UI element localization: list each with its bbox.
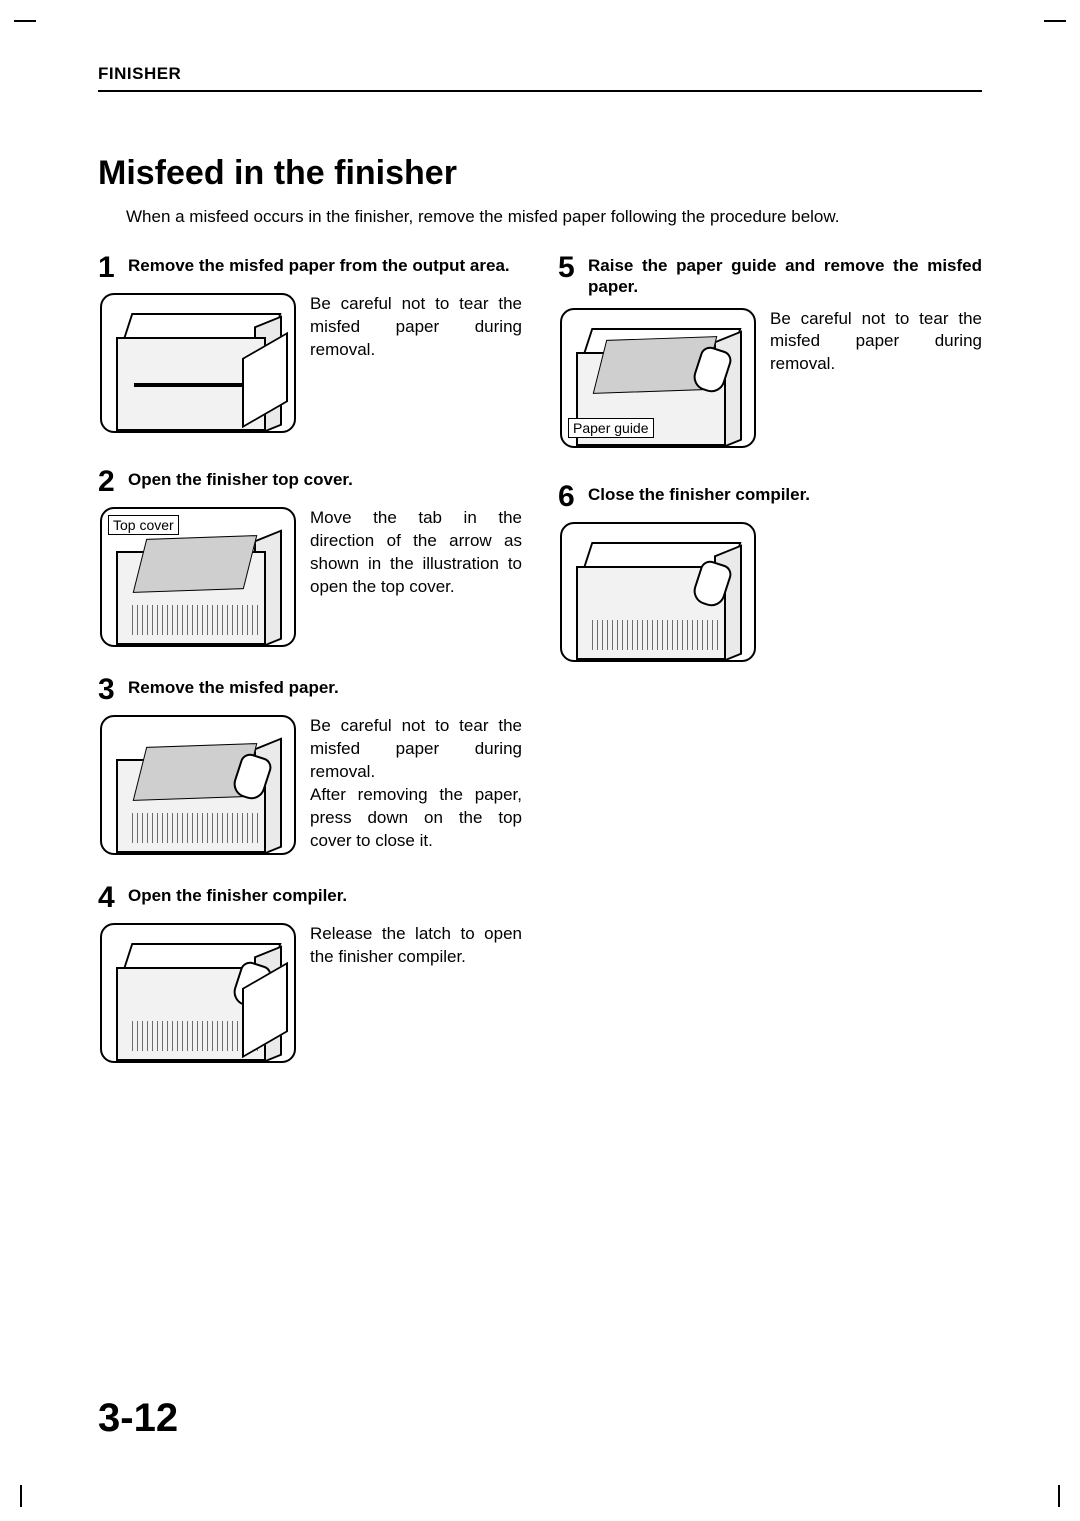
illustration bbox=[100, 715, 296, 855]
crop-mark bbox=[1058, 1485, 1060, 1507]
step-text: Be careful not to tear the misfed paper … bbox=[770, 308, 982, 448]
page-number: 3-12 bbox=[98, 1396, 178, 1441]
step-head: 3 Remove the misfed paper. bbox=[98, 675, 522, 705]
step-body: Release the latch to open the finisher c… bbox=[100, 923, 522, 1063]
step-text: Be careful not to tear the misfed paper … bbox=[310, 715, 522, 855]
step-title: Close the finisher compiler. bbox=[588, 482, 810, 505]
page: FINISHER Misfeed in the finisher When a … bbox=[0, 0, 1080, 1521]
step-text: Release the latch to open the finisher c… bbox=[310, 923, 522, 1063]
step-number: 2 bbox=[98, 467, 120, 497]
step-title: Raise the paper guide and remove the mis… bbox=[588, 253, 982, 298]
step-2: 2 Open the finisher top cover. Top cover… bbox=[98, 467, 522, 647]
illustration: Paper guide bbox=[560, 308, 756, 448]
step-1: 1 Remove the misfed paper from the outpu… bbox=[98, 253, 522, 433]
step-5: 5 Raise the paper guide and remove the m… bbox=[558, 253, 982, 448]
callout-paper-guide: Paper guide bbox=[568, 418, 654, 438]
step-body: Be careful not to tear the misfed paper … bbox=[100, 293, 522, 433]
step-title: Open the finisher top cover. bbox=[128, 467, 353, 490]
step-number: 3 bbox=[98, 675, 120, 705]
step-number: 1 bbox=[98, 253, 120, 283]
step-3: 3 Remove the misfed paper. Be careful no… bbox=[98, 675, 522, 855]
left-column: 1 Remove the misfed paper from the outpu… bbox=[98, 253, 522, 1091]
step-title: Open the finisher compiler. bbox=[128, 883, 347, 906]
step-text: Be careful not to tear the misfed paper … bbox=[310, 293, 522, 433]
step-number: 6 bbox=[558, 482, 580, 512]
step-body: Be careful not to tear the misfed paper … bbox=[100, 715, 522, 855]
step-head: 2 Open the finisher top cover. bbox=[98, 467, 522, 497]
intro-text: When a misfeed occurs in the finisher, r… bbox=[126, 207, 982, 227]
step-head: 4 Open the finisher compiler. bbox=[98, 883, 522, 913]
crop-mark bbox=[1044, 20, 1066, 22]
step-head: 6 Close the finisher compiler. bbox=[558, 482, 982, 512]
step-body bbox=[560, 522, 982, 662]
step-body: Paper guide Be careful not to tear the m… bbox=[560, 308, 982, 448]
step-number: 4 bbox=[98, 883, 120, 913]
illustration bbox=[560, 522, 756, 662]
page-title: Misfeed in the finisher bbox=[98, 154, 982, 193]
step-4: 4 Open the finisher compiler. Release th… bbox=[98, 883, 522, 1063]
callout-top-cover: Top cover bbox=[108, 515, 179, 535]
right-column: 5 Raise the paper guide and remove the m… bbox=[558, 253, 982, 1091]
illustration bbox=[100, 923, 296, 1063]
step-text: Move the tab in the direction of the arr… bbox=[310, 507, 522, 647]
step-6: 6 Close the finisher compiler. bbox=[558, 482, 982, 662]
header-rule bbox=[98, 90, 982, 92]
step-title: Remove the misfed paper from the output … bbox=[128, 253, 510, 276]
section-label: FINISHER bbox=[98, 64, 982, 84]
step-title: Remove the misfed paper. bbox=[128, 675, 339, 698]
crop-mark bbox=[14, 20, 36, 22]
step-head: 1 Remove the misfed paper from the outpu… bbox=[98, 253, 522, 283]
illustration bbox=[100, 293, 296, 433]
step-number: 5 bbox=[558, 253, 580, 283]
crop-mark bbox=[20, 1485, 22, 1507]
step-body: Top cover Move the tab in the direction … bbox=[100, 507, 522, 647]
illustration: Top cover bbox=[100, 507, 296, 647]
step-head: 5 Raise the paper guide and remove the m… bbox=[558, 253, 982, 298]
content-columns: 1 Remove the misfed paper from the outpu… bbox=[98, 253, 982, 1091]
